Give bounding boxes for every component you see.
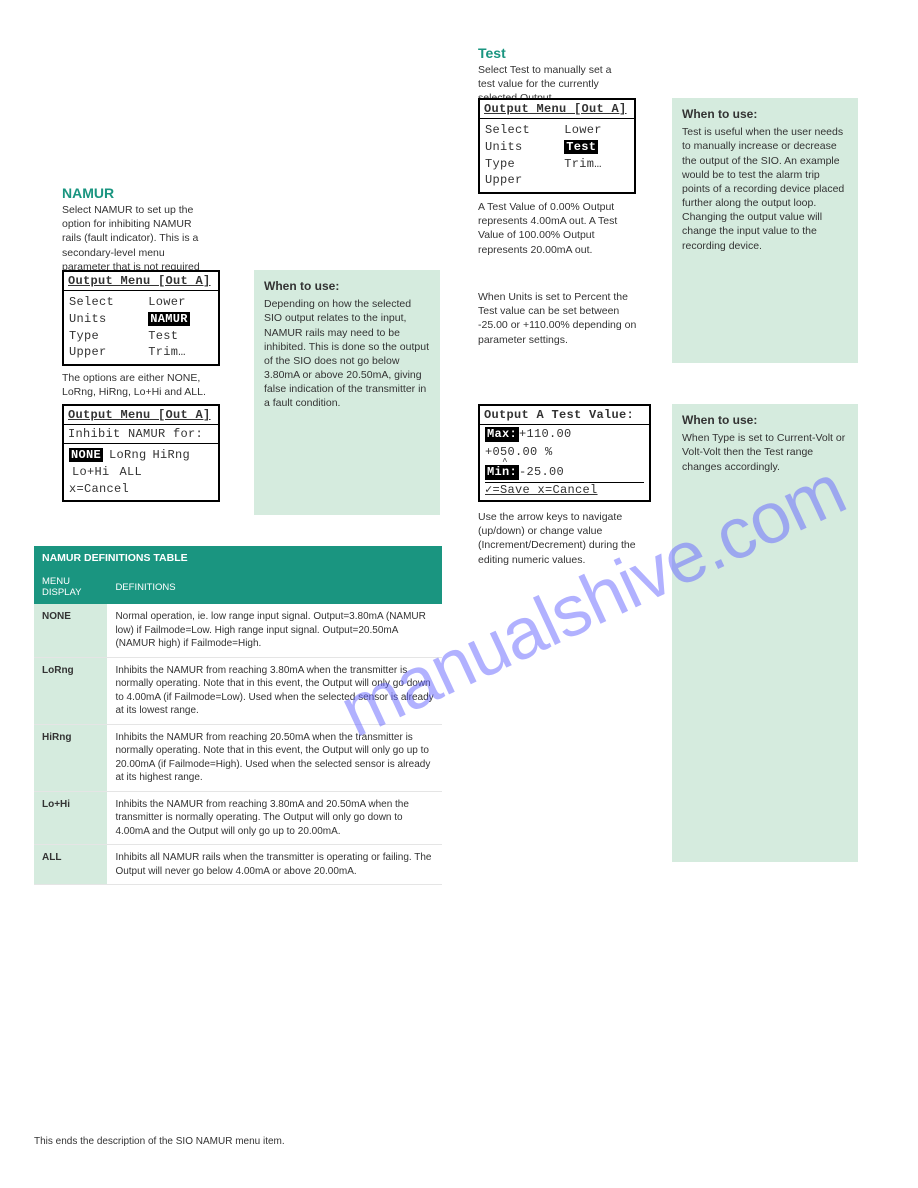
lcd4-max-val: +110.00 xyxy=(519,427,572,442)
lcd1-r4c1: Upper xyxy=(69,344,148,361)
test-when-to-use: When to use: Test is useful when the use… xyxy=(672,98,858,363)
lcd2-opt-lohi: Lo+Hi xyxy=(72,464,110,481)
namur-intro-p2: The options are either NONE, LoRng, HiRn… xyxy=(62,371,210,399)
lcd4-footer: ✓=Save x=Cancel xyxy=(485,482,644,498)
lcd-output-menu-test: Output Menu [Out A] SelectLower UnitsTes… xyxy=(478,98,636,194)
section-test-title: Test xyxy=(478,45,506,61)
lcd3-title: Output Menu [Out A] xyxy=(480,100,634,119)
lcd2-opt-hirng: HiRng xyxy=(153,447,191,464)
lcd4-min-label: Min: xyxy=(485,465,519,480)
lcd-output-menu-namur: Output Menu [Out A] SelectLower UnitsNAM… xyxy=(62,270,220,366)
lcd3-r2c1: Units xyxy=(485,139,564,156)
lcd2-subtitle: Inhibit NAMUR for: xyxy=(64,425,218,444)
test-wtu-heading: When to use: xyxy=(682,106,848,122)
test-wtu2-heading: When to use: xyxy=(682,412,848,428)
lcd3-r3c1: Type xyxy=(485,156,564,173)
lcd2-footer: x=Cancel xyxy=(69,481,213,498)
nav-note: Use the arrow keys to navigate (up/down)… xyxy=(478,510,646,567)
table-row: Lo+HiInhibits the NAMUR from reaching 3.… xyxy=(34,791,442,845)
namur-definitions-table: NAMUR DEFINITIONS TABLE MENU DISPLAY DEF… xyxy=(34,546,442,885)
namur-page-ends: This ends the description of the SIO NAM… xyxy=(34,1136,442,1147)
lcd1-title: Output Menu [Out A] xyxy=(64,272,218,291)
lcd3-r2c2: Test xyxy=(564,139,629,156)
test-wtu2-body: When Type is set to Current-Volt or Volt… xyxy=(682,431,848,474)
lcd4-min-val: -25.00 xyxy=(519,465,564,480)
namur-table-col1: MENU DISPLAY xyxy=(34,570,107,604)
lcd3-r4c2 xyxy=(564,172,629,189)
lcd3-r1c1: Select xyxy=(485,122,564,139)
namur-wtu-heading: When to use: xyxy=(264,278,430,294)
test-note-p2: When Units is set to Percent the Test va… xyxy=(478,290,646,347)
table-row: LoRngInhibits the NAMUR from reaching 3.… xyxy=(34,657,442,724)
namur-wtu-body: Depending on how the selected SIO output… xyxy=(264,297,430,410)
lcd-test-value: Output A Test Value: Max: +110.00 +050.0… xyxy=(478,404,651,502)
section-namur-title: NAMUR xyxy=(62,185,114,201)
lcd2-title: Output Menu [Out A] xyxy=(64,406,218,425)
lcd1-r3c2: Test xyxy=(148,328,213,345)
namur-when-to-use: When to use: Depending on how the select… xyxy=(254,270,440,515)
test-note-p1: A Test Value of 0.00% Output represents … xyxy=(478,200,646,257)
lcd4-title: Output A Test Value: xyxy=(480,406,649,425)
lcd4-value: +050.00 % xyxy=(485,445,644,460)
lcd1-r4c2: Trim… xyxy=(148,344,213,361)
lcd1-r1c2: Lower xyxy=(148,294,213,311)
lcd3-r1c2: Lower xyxy=(564,122,629,139)
lcd2-opt-none: NONE xyxy=(69,447,103,464)
lcd1-r3c1: Type xyxy=(69,328,148,345)
namur-table-header: NAMUR DEFINITIONS TABLE xyxy=(34,546,442,570)
lcd2-opt-lorng: LoRng xyxy=(109,447,147,464)
table-row: HiRngInhibits the NAMUR from reaching 20… xyxy=(34,724,442,791)
lcd3-r4c1: Upper xyxy=(485,172,564,189)
lcd1-r2c2: NAMUR xyxy=(148,311,213,328)
namur-table-col2: DEFINITIONS xyxy=(107,570,442,604)
lcd3-r3c2: Trim… xyxy=(564,156,629,173)
lcd2-opt-all: ALL xyxy=(120,464,143,481)
table-row: ALLInhibits all NAMUR rails when the tra… xyxy=(34,845,442,885)
test-when-to-use-2: When to use: When Type is set to Current… xyxy=(672,404,858,862)
test-wtu-body: Test is useful when the user needs to ma… xyxy=(682,125,848,253)
lcd4-max-label: Max: xyxy=(485,427,519,442)
lcd1-r2c1: Units xyxy=(69,311,148,328)
table-row: NONENormal operation, ie. low range inpu… xyxy=(34,604,442,657)
lcd1-r1c1: Select xyxy=(69,294,148,311)
lcd-inhibit-namur: Output Menu [Out A] Inhibit NAMUR for: N… xyxy=(62,404,220,502)
